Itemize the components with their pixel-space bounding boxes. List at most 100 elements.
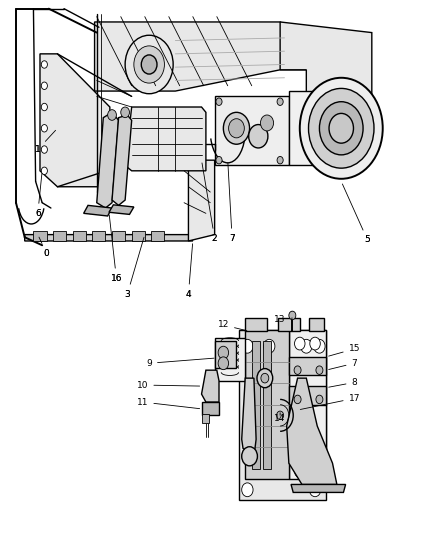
Circle shape: [41, 125, 47, 132]
Text: 7: 7: [228, 163, 235, 243]
Bar: [112, 231, 125, 241]
Text: 5: 5: [364, 236, 370, 245]
Circle shape: [249, 125, 268, 148]
Text: 2: 2: [212, 234, 217, 243]
Text: 12: 12: [218, 320, 247, 330]
Bar: [252, 341, 261, 469]
Circle shape: [300, 78, 383, 179]
Bar: [33, 231, 46, 241]
Circle shape: [41, 61, 47, 68]
Polygon shape: [215, 96, 289, 165]
Circle shape: [319, 102, 363, 155]
Polygon shape: [97, 112, 119, 208]
Bar: [289, 330, 326, 479]
Polygon shape: [95, 22, 306, 91]
Bar: [245, 330, 289, 479]
Circle shape: [294, 395, 301, 403]
Text: 9: 9: [146, 358, 214, 368]
Circle shape: [310, 337, 320, 350]
Bar: [239, 330, 326, 500]
Bar: [289, 386, 326, 405]
Circle shape: [41, 82, 47, 90]
Bar: [215, 338, 245, 381]
Text: 16: 16: [110, 215, 122, 282]
Circle shape: [261, 373, 269, 383]
Text: 0: 0: [39, 237, 49, 258]
Text: 3: 3: [124, 289, 130, 298]
Circle shape: [294, 465, 305, 478]
Text: 5: 5: [343, 184, 370, 245]
Polygon shape: [188, 160, 215, 241]
Circle shape: [294, 337, 305, 350]
Text: 17: 17: [300, 394, 360, 409]
Circle shape: [41, 103, 47, 111]
Circle shape: [257, 368, 273, 387]
Circle shape: [264, 340, 275, 353]
Circle shape: [289, 311, 296, 320]
Bar: [202, 414, 209, 423]
Bar: [92, 231, 106, 241]
Circle shape: [218, 346, 229, 359]
Text: 7: 7: [328, 359, 357, 369]
Polygon shape: [112, 115, 132, 205]
Circle shape: [218, 357, 229, 369]
Circle shape: [308, 88, 374, 168]
Text: 15: 15: [328, 344, 360, 356]
Text: 6: 6: [35, 174, 42, 218]
Polygon shape: [40, 54, 110, 187]
Polygon shape: [201, 370, 219, 402]
Bar: [73, 231, 86, 241]
Circle shape: [41, 167, 47, 174]
Circle shape: [141, 55, 157, 74]
Circle shape: [242, 340, 253, 353]
Bar: [132, 231, 145, 241]
Circle shape: [309, 483, 321, 497]
Bar: [289, 357, 326, 375]
Circle shape: [277, 98, 283, 106]
Circle shape: [216, 98, 222, 106]
Circle shape: [316, 395, 323, 403]
Circle shape: [329, 114, 353, 143]
Circle shape: [242, 447, 258, 466]
Polygon shape: [242, 378, 256, 453]
Text: 7: 7: [229, 234, 235, 243]
Circle shape: [121, 107, 130, 118]
Polygon shape: [291, 484, 346, 492]
Text: 4: 4: [186, 244, 193, 298]
Text: 3: 3: [124, 237, 144, 298]
Circle shape: [277, 411, 284, 419]
Bar: [278, 318, 300, 332]
Circle shape: [294, 366, 301, 374]
Text: 1: 1: [35, 145, 41, 154]
Text: 1: 1: [35, 131, 56, 154]
Circle shape: [277, 157, 283, 164]
Circle shape: [223, 112, 250, 144]
Bar: [201, 402, 219, 415]
Circle shape: [310, 465, 320, 478]
Circle shape: [316, 366, 323, 374]
Circle shape: [314, 340, 325, 353]
Bar: [245, 318, 267, 332]
Polygon shape: [287, 378, 337, 484]
Text: 0: 0: [44, 249, 49, 258]
Circle shape: [216, 157, 222, 164]
Text: 14: 14: [275, 413, 286, 423]
Bar: [53, 231, 66, 241]
Circle shape: [261, 115, 274, 131]
Text: 2: 2: [202, 163, 217, 243]
Polygon shape: [109, 205, 134, 214]
Circle shape: [125, 35, 173, 94]
Polygon shape: [280, 22, 372, 155]
Text: 10: 10: [137, 381, 200, 390]
Bar: [215, 341, 237, 368]
Polygon shape: [125, 107, 206, 171]
Circle shape: [108, 110, 117, 120]
Circle shape: [134, 46, 164, 83]
Text: 11: 11: [137, 398, 200, 409]
Text: 4: 4: [186, 289, 191, 298]
Circle shape: [242, 483, 253, 497]
Bar: [151, 231, 164, 241]
Bar: [308, 318, 324, 332]
Polygon shape: [25, 235, 193, 241]
Circle shape: [229, 119, 244, 138]
